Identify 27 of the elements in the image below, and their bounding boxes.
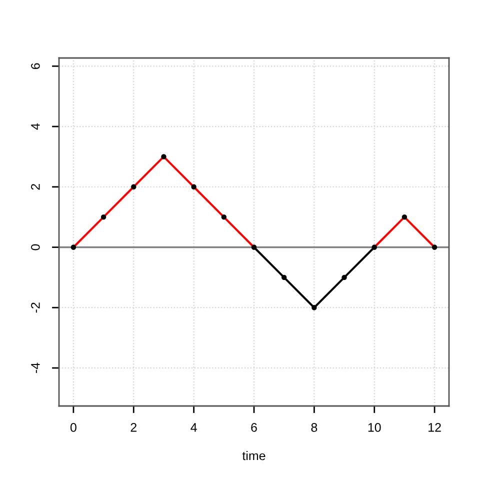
point	[131, 184, 136, 190]
x-tick-label: 12	[428, 422, 441, 432]
y-tick-label: 4	[31, 123, 40, 130]
point	[221, 214, 227, 220]
x-tick-label: 6	[251, 422, 257, 432]
x-tick-label: 0	[70, 422, 76, 432]
y-tick-label: -2	[31, 302, 40, 313]
x-axis-title: time	[242, 450, 266, 460]
point	[432, 244, 438, 250]
x-tick-label: 4	[190, 423, 197, 432]
y-tick-label: 0	[31, 244, 40, 250]
x-tick-label: 10	[368, 422, 381, 432]
point	[251, 244, 257, 250]
y-tick-label: -4	[31, 362, 40, 373]
x-tick-label: 2	[130, 422, 136, 432]
point	[342, 274, 347, 280]
point	[191, 184, 196, 190]
point	[161, 154, 166, 160]
y-tick-label: 2	[31, 184, 40, 190]
point	[70, 244, 76, 250]
point	[402, 214, 408, 220]
point	[281, 274, 287, 280]
point	[100, 214, 106, 220]
point	[312, 305, 317, 310]
x-tick-label: 8	[311, 422, 318, 432]
point	[372, 244, 377, 250]
y-tick-label: 6	[31, 63, 40, 69]
